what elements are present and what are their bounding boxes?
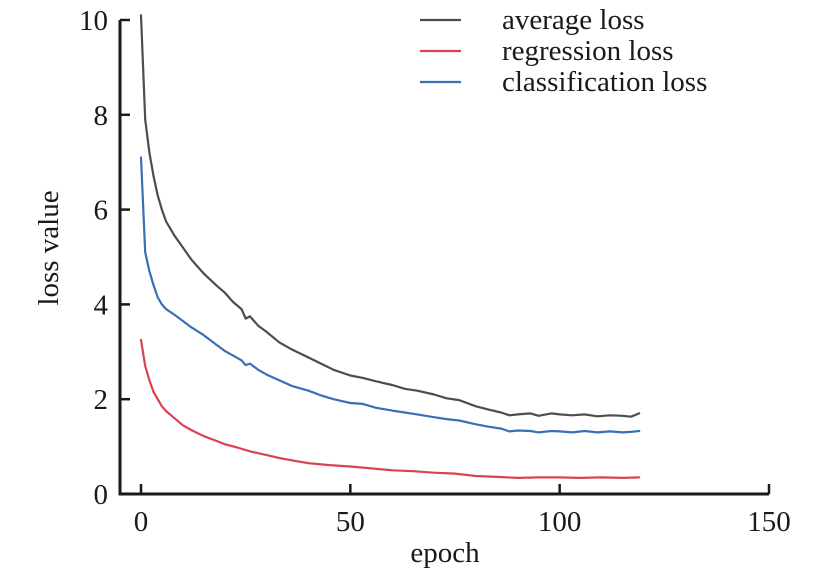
y-tick-label: 10 (79, 5, 108, 37)
x-tick-label: 100 (538, 506, 582, 538)
legend-label-classification-loss: classification loss (502, 66, 707, 98)
x-ticks: 0 50 100 150 (134, 484, 791, 538)
y-tick-label: 6 (94, 195, 109, 227)
series-line-classification-loss (139, 156, 641, 434)
series-line-regression-loss (139, 338, 641, 479)
x-axis-title: epoch (410, 537, 480, 569)
y-ticks: 0 2 4 6 8 10 (79, 5, 130, 511)
x-tick-label: 0 (134, 506, 149, 538)
y-tick-label: 0 (94, 479, 109, 511)
series-lines (139, 14, 641, 479)
legend-label-regression-loss: regression loss (502, 35, 674, 67)
x-tick-label: 50 (336, 506, 365, 538)
y-tick-label: 2 (94, 384, 109, 416)
y-tick-label: 8 (94, 100, 109, 132)
y-tick-label: 4 (94, 289, 109, 321)
legend-label-average-loss: average loss (502, 4, 645, 36)
x-tick-label: 150 (747, 506, 791, 538)
y-axis-title: loss value (33, 190, 65, 305)
axes (118, 20, 769, 496)
series-line-average-loss (139, 14, 641, 418)
